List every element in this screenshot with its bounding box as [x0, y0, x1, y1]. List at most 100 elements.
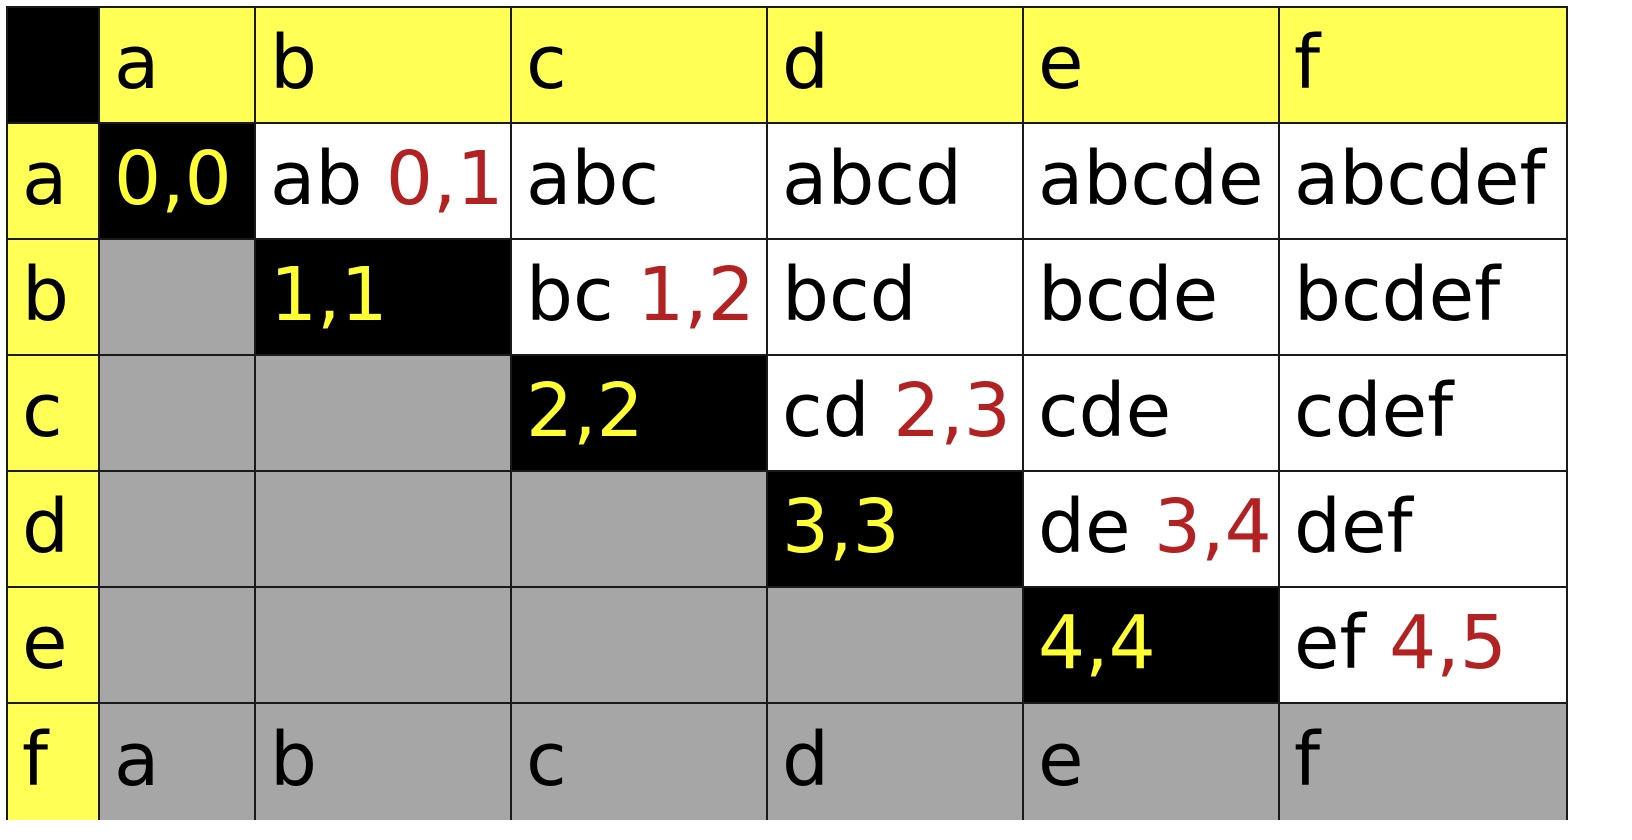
grid-cell-f-a: a — [98, 702, 256, 820]
cell-text: 3,3 — [782, 484, 900, 570]
cell-text: def — [1294, 484, 1413, 570]
cell-text: bcdef — [1294, 252, 1501, 338]
table-row-f: f a b c d e f — [6, 702, 1568, 820]
row-header-label: d — [22, 484, 69, 570]
row-header-label: a — [22, 136, 68, 222]
grid-cell-d-f: def — [1278, 470, 1568, 588]
cell-text: d — [782, 717, 829, 803]
grid-cell-e-a — [98, 586, 256, 704]
cell-text: cdef — [1294, 368, 1454, 454]
grid-cell-e-c — [510, 586, 768, 704]
grid-cell-e-d — [766, 586, 1024, 704]
column-header-label: b — [270, 20, 317, 106]
column-header-row: a b c d e f — [6, 6, 1568, 124]
grid-cell-b-e: bcde — [1022, 238, 1280, 356]
grid-cell-d-e: de 3,4 — [1022, 470, 1280, 588]
corner-cell — [6, 6, 100, 124]
grid-cell-b-f: bcdef — [1278, 238, 1568, 356]
cell-text: 2,2 — [526, 368, 644, 454]
table-row-a: a 0,0 ab 0,1 abc abcd abcde abcdef — [6, 122, 1568, 240]
cell-text: de — [1038, 484, 1131, 570]
grid-cell-f-b: b — [254, 702, 512, 820]
grid-cell-f-c: c — [510, 702, 768, 820]
grid-cell-a-e: abcde — [1022, 122, 1280, 240]
table-row-b: b 1,1 bc 1,2 bcd bcde bcdef — [6, 238, 1568, 356]
grid-cell-e-f: ef 4,5 — [1278, 586, 1568, 704]
cell-text: bc — [526, 252, 614, 338]
column-header-label: e — [1038, 20, 1084, 106]
cell-index: 4,5 — [1389, 600, 1507, 686]
cell-index: 2,3 — [893, 368, 1011, 454]
grid-cell-e-e: 4,4 — [1022, 586, 1280, 704]
cell-text: 4,4 — [1038, 600, 1156, 686]
column-header-a: a — [98, 6, 256, 124]
row-header-e: e — [6, 586, 100, 704]
cell-index: 0,1 — [385, 136, 504, 222]
row-header-c: c — [6, 354, 100, 472]
grid-cell-a-f: abcdef — [1278, 122, 1568, 240]
cell-text: cde — [1038, 368, 1172, 454]
cell-text: 1,1 — [270, 252, 388, 338]
cell-text: bcd — [782, 252, 917, 338]
substring-grid: a b c d e f a 0,0 ab 0,1 abc abcd abcde … — [6, 6, 1568, 820]
cell-text: b — [270, 717, 317, 803]
grid-cell-f-f: f — [1278, 702, 1568, 820]
grid-cell-a-c: abc — [510, 122, 768, 240]
column-header-f: f — [1278, 6, 1568, 124]
grid-cell-c-d: cd 2,3 — [766, 354, 1024, 472]
row-header-label: b — [22, 252, 69, 338]
column-header-label: f — [1294, 20, 1321, 106]
grid-cell-b-c: bc 1,2 — [510, 238, 768, 356]
grid-cell-a-a: 0,0 — [98, 122, 256, 240]
row-header-label: f — [22, 717, 49, 803]
grid-cell-c-b — [254, 354, 512, 472]
grid-cell-a-b: ab 0,1 — [254, 122, 512, 240]
cell-text: abcd — [782, 136, 962, 222]
row-header-label: c — [22, 368, 63, 454]
cell-text: 0,0 — [114, 136, 232, 222]
cell-text: abc — [526, 136, 660, 222]
cell-index: 1,2 — [637, 252, 755, 338]
grid-cell-b-b: 1,1 — [254, 238, 512, 356]
grid-cell-e-b — [254, 586, 512, 704]
cell-index: 3,4 — [1154, 484, 1272, 570]
cell-text: e — [1038, 717, 1084, 803]
row-header-label: e — [22, 600, 68, 686]
grid-cell-c-a — [98, 354, 256, 472]
column-header-label: c — [526, 20, 567, 106]
table-row-e: e 4,4 ef 4,5 — [6, 586, 1568, 704]
column-header-label: d — [782, 20, 829, 106]
grid-cell-b-d: bcd — [766, 238, 1024, 356]
grid-cell-d-c — [510, 470, 768, 588]
cell-text: cd — [782, 368, 870, 454]
grid-cell-d-d: 3,3 — [766, 470, 1024, 588]
grid-cell-d-a — [98, 470, 256, 588]
cell-text: c — [526, 717, 567, 803]
cell-text: f — [1294, 717, 1321, 803]
cell-text: bcde — [1038, 252, 1219, 338]
grid-cell-c-c: 2,2 — [510, 354, 768, 472]
column-header-b: b — [254, 6, 512, 124]
grid-cell-c-e: cde — [1022, 354, 1280, 472]
grid-cell-d-b — [254, 470, 512, 588]
grid-cell-a-d: abcd — [766, 122, 1024, 240]
grid-cell-b-a — [98, 238, 256, 356]
cell-text: abcde — [1038, 136, 1264, 222]
column-header-d: d — [766, 6, 1024, 124]
table-row-c: c 2,2 cd 2,3 cde cdef — [6, 354, 1568, 472]
row-header-d: d — [6, 470, 100, 588]
cell-text: ef — [1294, 600, 1366, 686]
cell-text: a — [114, 717, 160, 803]
row-header-f: f — [6, 702, 100, 820]
column-header-e: e — [1022, 6, 1280, 124]
grid-cell-f-d: d — [766, 702, 1024, 820]
row-header-a: a — [6, 122, 100, 240]
cell-text: abcdef — [1294, 136, 1546, 222]
column-header-label: a — [114, 20, 160, 106]
cell-text: ab — [270, 136, 363, 222]
row-header-b: b — [6, 238, 100, 356]
table-row-d: d 3,3 de 3,4 def — [6, 470, 1568, 588]
column-header-c: c — [510, 6, 768, 124]
grid-cell-c-f: cdef — [1278, 354, 1568, 472]
grid-cell-f-e: e — [1022, 702, 1280, 820]
